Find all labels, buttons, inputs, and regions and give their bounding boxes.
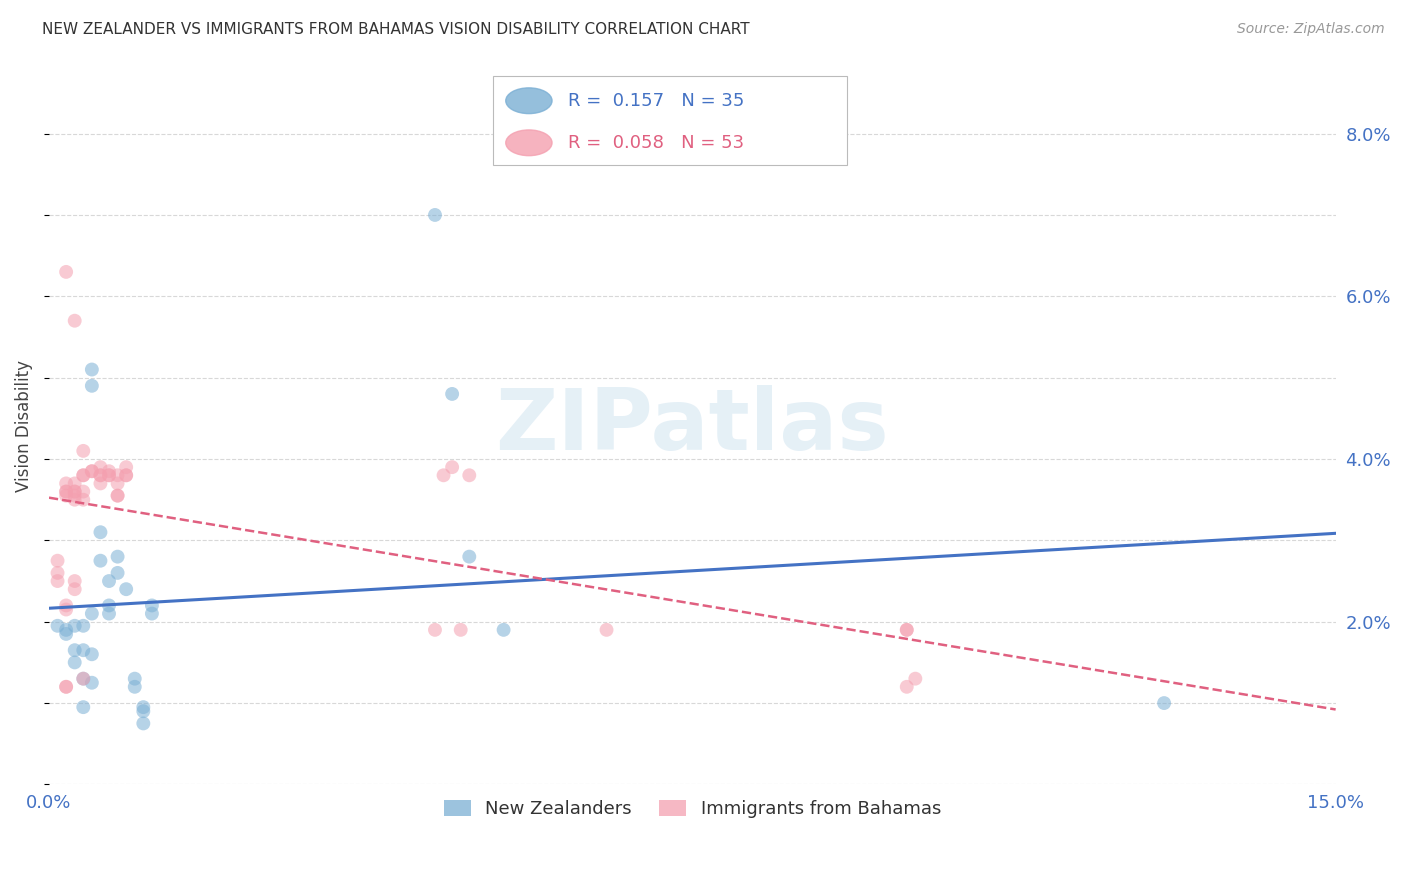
Point <box>63 619 86 633</box>
Point <box>98 574 121 588</box>
Point <box>98 468 121 483</box>
Point <box>132 700 155 714</box>
Point <box>55 623 77 637</box>
Point <box>115 460 138 475</box>
Point <box>63 656 86 670</box>
Point <box>423 208 446 222</box>
Point <box>46 554 69 568</box>
Point <box>115 468 138 483</box>
Point <box>107 468 129 483</box>
Text: R =  0.157   N = 35: R = 0.157 N = 35 <box>568 92 744 110</box>
Point <box>63 314 86 328</box>
Point <box>72 443 94 458</box>
Point <box>63 484 86 499</box>
Point <box>458 549 481 564</box>
Y-axis label: Vision Disability: Vision Disability <box>15 360 32 492</box>
Point <box>72 468 94 483</box>
Point <box>141 607 163 621</box>
Point <box>55 489 77 503</box>
Point <box>896 680 918 694</box>
Point <box>904 672 927 686</box>
Point <box>98 607 121 621</box>
Point <box>63 643 86 657</box>
Point <box>72 492 94 507</box>
Point <box>132 704 155 718</box>
Point <box>107 489 129 503</box>
Point <box>423 623 446 637</box>
Point <box>55 627 77 641</box>
Point <box>107 566 129 580</box>
Point <box>107 549 129 564</box>
Point <box>141 599 163 613</box>
Point <box>63 476 86 491</box>
Circle shape <box>506 87 553 113</box>
Point <box>896 623 918 637</box>
Point <box>55 599 77 613</box>
Point <box>80 675 103 690</box>
Point <box>124 680 146 694</box>
Point <box>55 602 77 616</box>
Text: NEW ZEALANDER VS IMMIGRANTS FROM BAHAMAS VISION DISABILITY CORRELATION CHART: NEW ZEALANDER VS IMMIGRANTS FROM BAHAMAS… <box>42 22 749 37</box>
Point <box>80 464 103 478</box>
Point <box>98 599 121 613</box>
Text: Source: ZipAtlas.com: Source: ZipAtlas.com <box>1237 22 1385 37</box>
Point <box>89 468 111 483</box>
Point <box>46 619 69 633</box>
Point <box>55 265 77 279</box>
Point <box>80 379 103 393</box>
Text: R =  0.058   N = 53: R = 0.058 N = 53 <box>568 134 744 152</box>
Point <box>115 582 138 597</box>
Point <box>63 574 86 588</box>
Point <box>80 607 103 621</box>
Point <box>72 643 94 657</box>
Point <box>450 623 472 637</box>
FancyBboxPatch shape <box>494 76 846 165</box>
Point <box>63 484 86 499</box>
Legend: New Zealanders, Immigrants from Bahamas: New Zealanders, Immigrants from Bahamas <box>436 793 948 825</box>
Point <box>72 468 94 483</box>
Point <box>98 464 121 478</box>
Point <box>1153 696 1175 710</box>
Point <box>72 484 94 499</box>
Point <box>89 476 111 491</box>
Point <box>55 484 77 499</box>
Point <box>124 672 146 686</box>
Point <box>80 362 103 376</box>
Point <box>80 464 103 478</box>
Point <box>72 700 94 714</box>
Point <box>80 647 103 661</box>
Point <box>72 672 94 686</box>
Point <box>89 525 111 540</box>
Point <box>46 566 69 580</box>
Point <box>72 672 94 686</box>
Text: ZIPatlas: ZIPatlas <box>495 385 889 468</box>
Circle shape <box>506 130 553 156</box>
Point <box>63 492 86 507</box>
Point <box>896 623 918 637</box>
Point <box>441 387 464 401</box>
Point <box>55 680 77 694</box>
Point <box>89 554 111 568</box>
Point <box>458 468 481 483</box>
Point <box>72 619 94 633</box>
Point <box>63 582 86 597</box>
Point <box>595 623 617 637</box>
Point <box>63 489 86 503</box>
Point <box>89 468 111 483</box>
Point <box>107 489 129 503</box>
Point <box>132 716 155 731</box>
Point <box>107 476 129 491</box>
Point <box>492 623 515 637</box>
Point <box>55 484 77 499</box>
Point <box>55 680 77 694</box>
Point <box>46 574 69 588</box>
Point <box>115 468 138 483</box>
Point <box>55 476 77 491</box>
Point <box>89 460 111 475</box>
Point <box>98 468 121 483</box>
Point <box>441 460 464 475</box>
Point <box>432 468 454 483</box>
